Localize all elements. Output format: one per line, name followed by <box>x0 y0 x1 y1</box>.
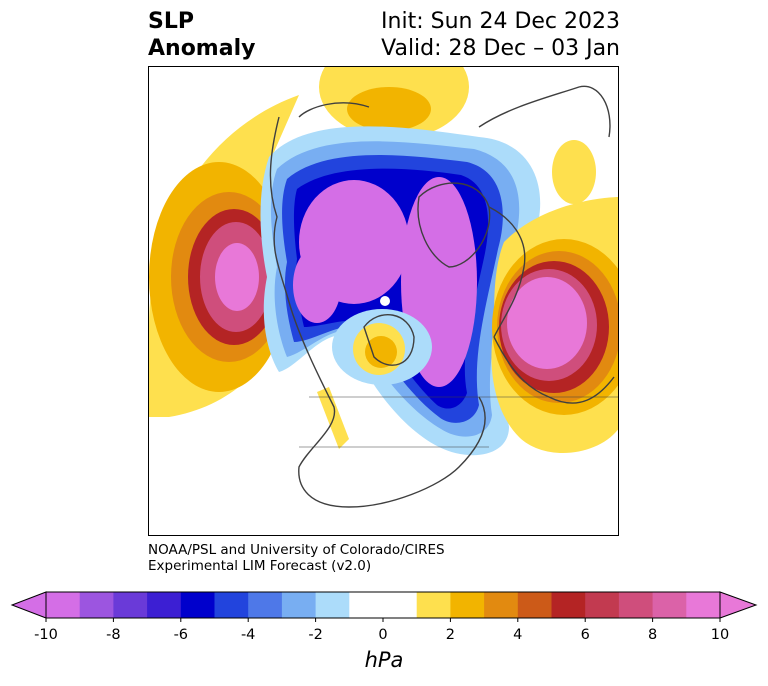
pacific-high-anomaly <box>149 95 299 417</box>
colorbar-swatch <box>618 592 654 618</box>
colorbar-tick-label: 10 <box>710 627 730 643</box>
map-title: SLP Anomaly <box>148 8 255 62</box>
colorbar-swatch <box>46 592 81 618</box>
coastlines <box>269 85 618 508</box>
colorbar-swatch <box>315 592 350 618</box>
colorbar-swatch <box>383 592 418 618</box>
colorbar-swatch <box>248 592 283 618</box>
colorbar-unit-label: hPa <box>364 648 404 672</box>
colorbar-tick-label: 6 <box>580 627 590 643</box>
slp-anomaly-map <box>148 66 619 536</box>
colorbar-tick-label: 8 <box>647 627 658 643</box>
colorbar-swatch <box>416 592 451 618</box>
title-line-slp: SLP <box>148 9 194 34</box>
colorbar-swatch <box>551 592 586 618</box>
colorbar-extend-min <box>10 591 47 619</box>
colorbar-swatch <box>214 592 249 618</box>
colorbar-swatch <box>147 592 182 618</box>
colorbar-swatch <box>180 592 215 618</box>
colorbar-swatch <box>686 592 721 618</box>
eurasian-high-anomaly <box>491 140 618 453</box>
valid-period: Valid: 28 Dec – 03 Jan <box>381 36 620 61</box>
arctic-high-anomaly <box>319 67 469 139</box>
colorbar-swatch <box>113 592 148 618</box>
credit-line-1: NOAA/PSL and University of Colorado/CIRE… <box>148 542 445 558</box>
colorbar-tick-label: -2 <box>308 627 323 643</box>
colorbar-tick-label: -10 <box>34 627 58 643</box>
colorbar-swatch <box>484 592 519 618</box>
colorbar-swatch <box>450 592 485 618</box>
colorbar-swatch <box>517 592 552 618</box>
colorbar-swatch <box>281 592 317 618</box>
colorbar-tick-label: -4 <box>240 627 256 643</box>
colorbar-swatch <box>349 592 384 618</box>
colorbar-tick-label: 2 <box>445 627 456 643</box>
credit-text: NOAA/PSL and University of Colorado/CIRE… <box>148 542 445 574</box>
colorbar-swatch <box>652 592 687 618</box>
forecast-dates: Init: Sun 24 Dec 2023 Valid: 28 Dec – 03… <box>381 8 620 62</box>
map-canvas <box>149 67 618 508</box>
low-anomaly-band <box>260 126 541 456</box>
colorbar-swatch <box>79 592 114 618</box>
colorbar-tick-label: 4 <box>513 627 523 643</box>
colorbar-tick-label: -8 <box>106 627 121 643</box>
title-line-anomaly: Anomaly <box>148 36 256 61</box>
init-date: Init: Sun 24 Dec 2023 <box>381 9 620 34</box>
colorbar-swatch <box>585 592 620 618</box>
colorbar-extend-max <box>719 591 758 619</box>
colorbar-tick-label: -6 <box>173 627 189 643</box>
credit-line-2: Experimental LIM Forecast (v2.0) <box>148 558 372 574</box>
colorbar-tick-label: 0 <box>378 627 388 643</box>
colorbar <box>10 591 758 622</box>
